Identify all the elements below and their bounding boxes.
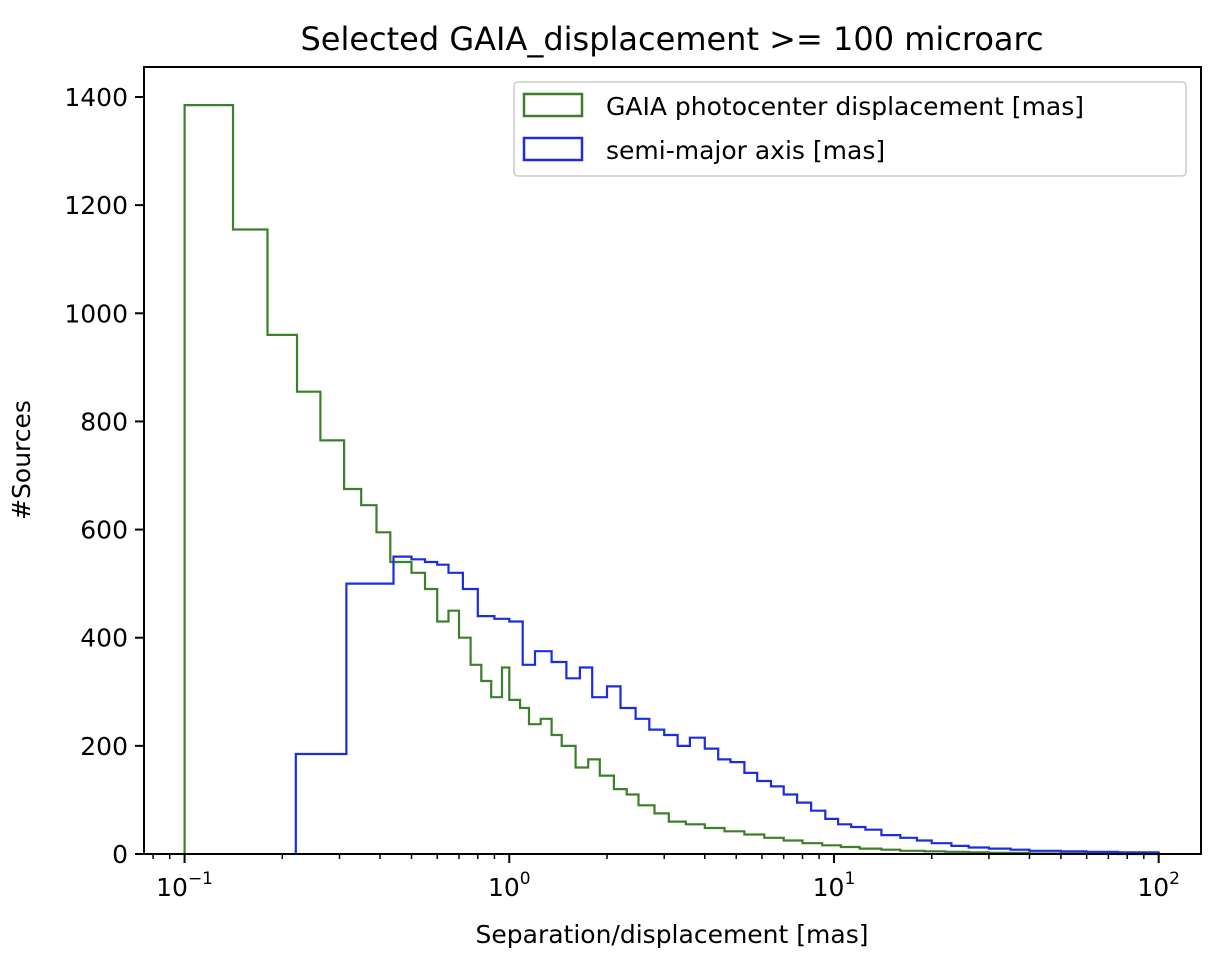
x-tick-exponent: −1	[188, 869, 213, 889]
x-tick-exponent: 0	[520, 869, 531, 889]
x-tick-label: 102	[1137, 869, 1180, 902]
y-tick-label: 1200	[64, 191, 128, 220]
legend-swatch-gaia	[522, 92, 584, 118]
y-tick-label: 600	[80, 516, 128, 545]
x-tick-label: 101	[813, 869, 856, 902]
y-tick-label: 1000	[64, 299, 128, 328]
x-tick-base: 10	[813, 873, 845, 902]
y-tick-label: 0	[112, 840, 128, 869]
legend-label-gaia: GAIA photocenter displacement [mas]	[606, 92, 1084, 121]
x-tick-label: 10−1	[156, 869, 213, 902]
x-tick-label: 100	[488, 869, 531, 902]
x-axis: 10−1 100 101 102	[152, 854, 1180, 902]
plot-frame	[143, 66, 1202, 855]
y-axis-label: #Sources	[7, 400, 36, 520]
legend-swatch-semi-major	[522, 136, 584, 162]
x-tick-base: 10	[156, 873, 188, 902]
x-axis-label: Separation/displacement [mas]	[476, 920, 869, 949]
x-tick-exponent: 2	[1169, 869, 1180, 889]
legend-label-semi-major: semi-major axis [mas]	[606, 136, 885, 165]
series-line-1	[294, 555, 1160, 854]
y-tick-label: 400	[80, 624, 128, 653]
series-layer	[183, 104, 1160, 856]
y-tick-label: 200	[80, 732, 128, 761]
x-tick-exponent: 1	[844, 869, 855, 889]
y-tick-label: 800	[80, 407, 128, 436]
legend: GAIA photocenter displacement [mas] semi…	[513, 81, 1187, 177]
x-tick-base: 10	[488, 873, 520, 902]
series-line-0	[183, 104, 1159, 856]
y-tick-label: 1400	[64, 83, 128, 112]
x-tick-base: 10	[1137, 873, 1169, 902]
legend-box	[513, 81, 1187, 177]
chart-title: Selected GAIA_displacement >= 100 microa…	[300, 20, 1043, 58]
y-axis: 0 200 400 600 800 1000 1200 1400	[64, 83, 144, 869]
